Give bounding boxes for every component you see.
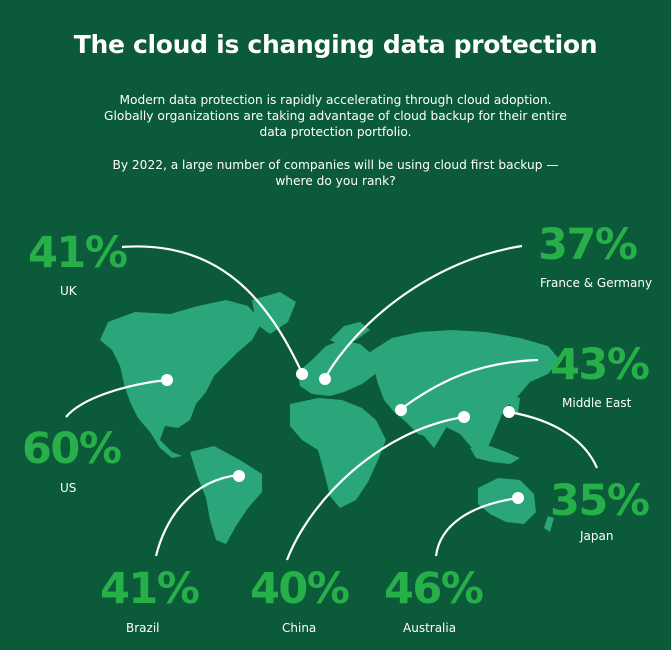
asia	[370, 330, 560, 452]
stat-france-germany: 37%	[538, 220, 638, 270]
new-zealand	[544, 516, 554, 532]
line-us	[65, 378, 168, 418]
label-japan: Japan	[580, 529, 614, 543]
label-australia: Australia	[403, 621, 457, 635]
southeast-asia	[470, 446, 520, 464]
dot-china	[458, 411, 470, 423]
line-australia	[434, 496, 519, 557]
scandinavia	[330, 322, 370, 346]
dot-middle-east	[395, 404, 407, 416]
label-france-germany: France & Germany	[540, 276, 653, 290]
dot-us	[161, 374, 173, 386]
stat-brazil: 41%	[100, 564, 200, 614]
africa	[290, 398, 386, 508]
intro-text: Modern data protection is rapidly accele…	[104, 93, 567, 139]
dot-uk	[296, 368, 308, 380]
line-france-germany	[324, 244, 523, 379]
stat-china: 40%	[250, 564, 350, 614]
greenland	[252, 292, 296, 334]
stat-japan: 35%	[550, 476, 650, 526]
question-text: By 2022, a large number of companies wil…	[112, 158, 559, 188]
south-america	[190, 446, 262, 544]
india	[420, 412, 446, 448]
stat-middle-east: 43%	[550, 340, 650, 390]
stat-uk: 41%	[28, 228, 128, 278]
europe	[298, 340, 378, 396]
location-dots	[161, 368, 524, 504]
line-japan	[508, 410, 599, 469]
line-china	[285, 415, 465, 561]
line-brazil	[154, 473, 240, 557]
page-title: The cloud is changing data protection	[73, 30, 598, 59]
dot-japan	[503, 406, 515, 418]
label-us: US	[60, 481, 77, 495]
continents	[100, 292, 560, 544]
stat-us: 60%	[22, 424, 122, 474]
label-china: China	[282, 621, 317, 635]
dot-australia	[512, 492, 524, 504]
label-middle-east: Middle East	[562, 396, 632, 410]
line-middle-east	[400, 358, 539, 410]
label-uk: UK	[60, 284, 77, 298]
line-uk	[121, 245, 303, 374]
connector-lines	[65, 244, 599, 561]
dot-france-germany	[319, 373, 331, 385]
stat-australia: 46%	[384, 564, 484, 614]
label-brazil: Brazil	[126, 621, 160, 635]
dot-brazil	[233, 470, 245, 482]
north-america	[100, 300, 262, 458]
